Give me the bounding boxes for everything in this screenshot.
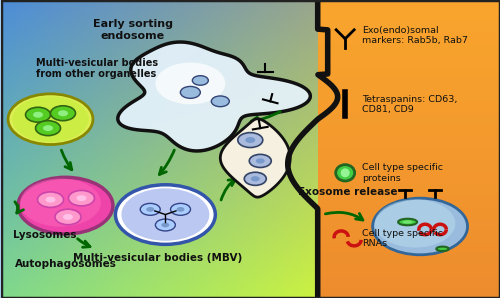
Circle shape bbox=[43, 125, 53, 131]
Circle shape bbox=[251, 176, 260, 181]
Circle shape bbox=[36, 121, 60, 136]
Ellipse shape bbox=[398, 219, 417, 225]
Circle shape bbox=[212, 96, 230, 107]
Text: Multi-vesicular bodies (MBV): Multi-vesicular bodies (MBV) bbox=[74, 253, 242, 263]
Circle shape bbox=[26, 107, 50, 122]
Circle shape bbox=[244, 172, 266, 185]
Circle shape bbox=[46, 197, 56, 203]
Polygon shape bbox=[220, 119, 290, 197]
Circle shape bbox=[8, 94, 93, 145]
Ellipse shape bbox=[336, 164, 354, 181]
Text: Early sorting
endosome: Early sorting endosome bbox=[93, 19, 173, 41]
Circle shape bbox=[250, 154, 272, 167]
Polygon shape bbox=[118, 42, 310, 151]
Text: Tetraspanins: CD63,
CD81, CD9: Tetraspanins: CD63, CD81, CD9 bbox=[362, 94, 457, 114]
Circle shape bbox=[58, 110, 68, 116]
Ellipse shape bbox=[436, 247, 449, 251]
Text: Cell type specific
proteins: Cell type specific proteins bbox=[362, 163, 442, 183]
Circle shape bbox=[156, 63, 226, 104]
Circle shape bbox=[256, 158, 264, 164]
Circle shape bbox=[238, 133, 263, 148]
Circle shape bbox=[246, 137, 256, 143]
Circle shape bbox=[55, 209, 81, 225]
Text: Exo(endo)somal
markers: Rab5b, Rab7: Exo(endo)somal markers: Rab5b, Rab7 bbox=[362, 26, 468, 46]
Text: Autophagosomes: Autophagosomes bbox=[14, 259, 117, 269]
Circle shape bbox=[192, 76, 208, 85]
Circle shape bbox=[50, 106, 76, 121]
Circle shape bbox=[375, 199, 456, 248]
Text: Exosome release: Exosome release bbox=[298, 187, 397, 197]
Text: Cell type specific
RNAs: Cell type specific RNAs bbox=[362, 229, 442, 248]
Circle shape bbox=[38, 192, 64, 207]
Circle shape bbox=[63, 214, 73, 220]
Circle shape bbox=[180, 86, 201, 98]
Circle shape bbox=[116, 185, 216, 244]
Circle shape bbox=[140, 203, 160, 215]
Circle shape bbox=[68, 190, 94, 206]
Circle shape bbox=[146, 207, 154, 212]
Circle shape bbox=[162, 223, 170, 227]
Circle shape bbox=[20, 179, 101, 227]
Circle shape bbox=[18, 177, 113, 234]
Circle shape bbox=[176, 207, 184, 212]
Ellipse shape bbox=[340, 168, 349, 177]
Circle shape bbox=[12, 97, 88, 142]
Circle shape bbox=[33, 112, 43, 118]
Circle shape bbox=[122, 188, 210, 241]
Text: Lysosomes: Lysosomes bbox=[13, 230, 76, 240]
Circle shape bbox=[372, 198, 468, 255]
Circle shape bbox=[156, 219, 176, 231]
Text: Multi-vesicular bodies
from other organelles: Multi-vesicular bodies from other organe… bbox=[36, 58, 158, 79]
Circle shape bbox=[170, 203, 190, 215]
Circle shape bbox=[76, 195, 86, 201]
Ellipse shape bbox=[402, 221, 412, 224]
